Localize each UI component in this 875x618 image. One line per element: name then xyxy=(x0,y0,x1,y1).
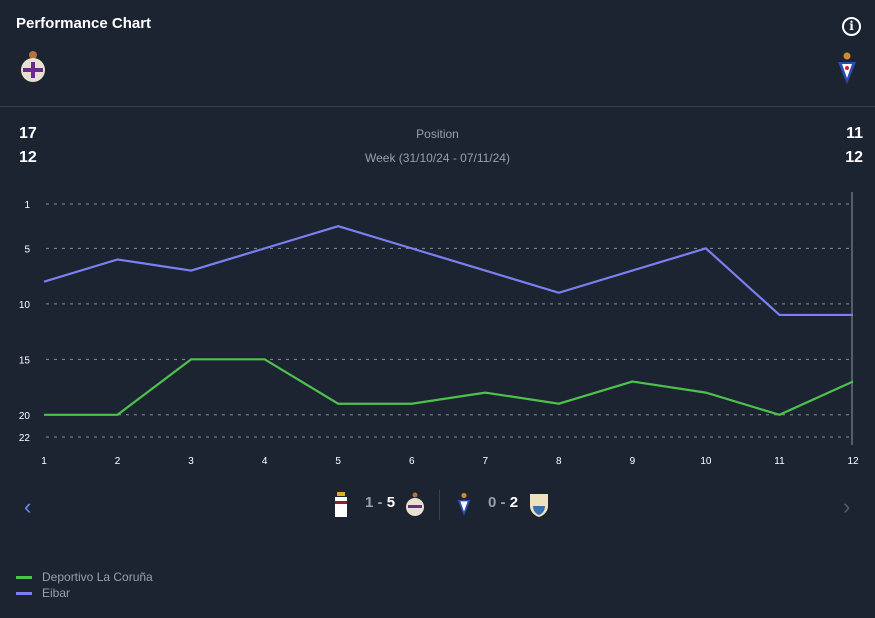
x-tick-label: 5 xyxy=(335,456,341,467)
deportivo-crest-small-icon xyxy=(406,492,424,516)
eibar-crest-small-icon xyxy=(457,493,471,516)
y-tick-label: 5 xyxy=(24,244,30,255)
match-1-home-score: 1 xyxy=(365,494,374,511)
legend-swatch-away xyxy=(16,591,32,595)
y-tick-label: 10 xyxy=(19,300,31,311)
y-tick-label: 15 xyxy=(19,355,31,366)
match-2-away-score: 2 xyxy=(509,494,519,511)
match-1-away-score: 5 xyxy=(386,494,396,511)
info-icon[interactable]: i xyxy=(842,17,861,36)
cartagena-crest-icon xyxy=(335,492,347,517)
match-divider xyxy=(439,490,440,520)
x-tick-label: 11 xyxy=(774,456,785,467)
series-line-home xyxy=(44,358,854,416)
x-tick-label: 8 xyxy=(556,456,562,467)
match-2-score: 0 - 2 xyxy=(488,494,519,511)
y-tick-label: 20 xyxy=(19,411,31,422)
y-tick-label: 22 xyxy=(19,433,31,444)
header-divider xyxy=(0,106,875,107)
next-week-button[interactable]: › xyxy=(843,494,851,519)
position-label: Position xyxy=(416,127,459,141)
page-title: Performance Chart xyxy=(16,15,152,32)
x-tick-label: 12 xyxy=(847,456,859,467)
x-tick-label: 7 xyxy=(482,456,488,467)
match-1-score: 1 - 5 xyxy=(365,494,396,511)
y-tick-label: 1 xyxy=(24,200,30,211)
week-label: Week (31/10/24 - 07/11/24) xyxy=(365,151,510,165)
prev-week-button[interactable]: ‹ xyxy=(24,494,32,519)
x-tick-label: 2 xyxy=(115,456,121,467)
legend-label-home: Deportivo La Coruña xyxy=(42,570,153,584)
home-position: 17 xyxy=(19,125,37,142)
elche-crest-icon xyxy=(530,494,548,517)
x-tick-label: 6 xyxy=(409,456,415,467)
away-week: 12 xyxy=(845,149,863,166)
legend-swatch-home xyxy=(16,575,32,579)
deportivo-crest-icon xyxy=(21,51,45,82)
x-tick-label: 3 xyxy=(188,456,194,467)
home-week: 12 xyxy=(19,149,37,166)
series-line-away xyxy=(43,225,853,317)
x-tick-label: 10 xyxy=(700,456,712,467)
x-tick-label: 4 xyxy=(262,456,268,467)
x-tick-label: 1 xyxy=(41,456,47,467)
legend-item-away: Eibar xyxy=(16,586,70,600)
x-tick-label: 9 xyxy=(630,456,636,467)
legend-label-away: Eibar xyxy=(42,586,71,600)
match-2-home-score: 0 xyxy=(488,494,497,511)
eibar-crest-icon xyxy=(838,52,856,84)
away-position: 11 xyxy=(846,125,863,142)
legend-item-home: Deportivo La Coruña xyxy=(16,570,153,584)
